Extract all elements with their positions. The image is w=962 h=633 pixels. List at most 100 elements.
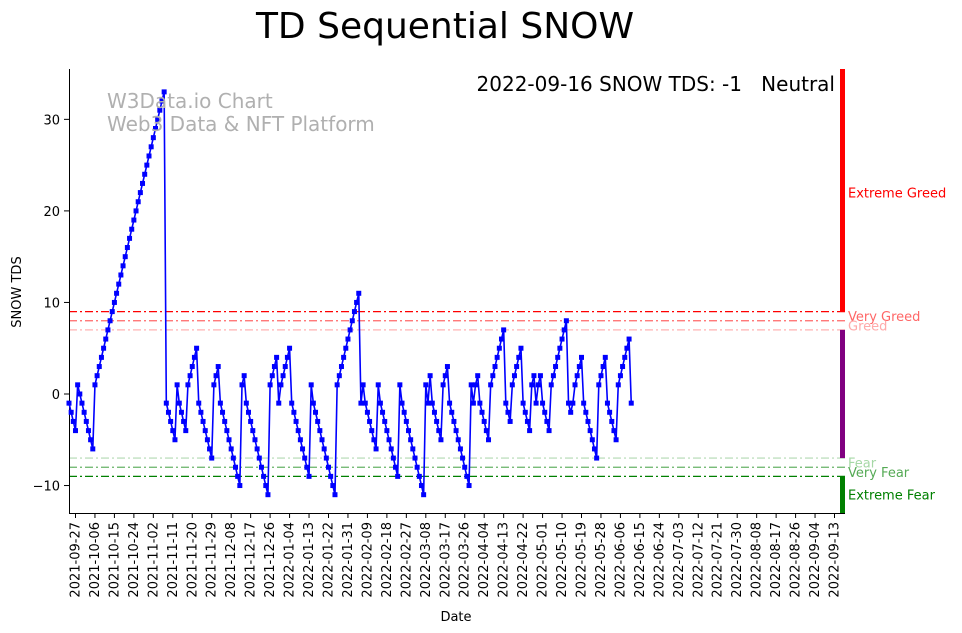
data-point: [280, 373, 286, 379]
data-point: [252, 437, 258, 443]
series-line: [68, 91, 633, 496]
data-point: [215, 364, 221, 370]
data-point: [101, 345, 107, 351]
zone-label-fear: Fear: [848, 457, 877, 472]
data-point: [317, 428, 323, 434]
x-tick-label: 2022-07-30: [730, 522, 745, 598]
chart-title: TD Sequential SNOW: [255, 6, 634, 47]
data-point: [490, 373, 496, 379]
data-point: [198, 409, 204, 415]
x-tick-label: 2022-02-27: [399, 522, 414, 598]
y-ticks: −10 0 10 20 30: [33, 113, 69, 495]
data-point: [237, 483, 243, 489]
data-point: [131, 217, 137, 223]
x-tick-label: 2022-09-04: [808, 522, 823, 598]
data-point: [518, 345, 524, 351]
data-point: [436, 428, 442, 434]
watermark-line-2: Web3 Data & NFT Platform: [107, 112, 375, 136]
x-tick-label: 2022-03-08: [419, 522, 434, 598]
x-tick-label: 2022-07-21: [711, 522, 726, 598]
data-point: [557, 345, 563, 351]
data-point: [220, 409, 226, 415]
watermark-line-1: W3Data.io Chart: [107, 89, 273, 113]
data-point: [520, 400, 526, 406]
data-point: [254, 446, 260, 452]
data-point: [498, 336, 504, 342]
data-point: [403, 418, 409, 424]
data-point: [239, 382, 245, 388]
x-tick-label: 2022-05-28: [594, 522, 609, 598]
data-point: [516, 354, 522, 360]
x-tick-label: 2021-12-17: [244, 522, 259, 598]
x-tick-label: 2022-02-18: [380, 522, 395, 598]
data-point: [323, 455, 329, 461]
data-point: [466, 483, 472, 489]
data-point: [114, 290, 120, 296]
data-point: [116, 281, 122, 287]
data-point: [624, 345, 630, 351]
data-point: [410, 446, 416, 452]
data-point: [258, 464, 264, 470]
data-point: [429, 400, 435, 406]
data-point: [537, 373, 543, 379]
data-point: [261, 473, 267, 479]
data-point: [373, 446, 379, 452]
data-point: [77, 391, 83, 397]
data-point: [503, 400, 509, 406]
x-tick-label: 2022-05-19: [575, 522, 590, 598]
data-point: [351, 309, 357, 315]
data-point: [617, 373, 623, 379]
data-point: [85, 428, 91, 434]
data-point: [561, 327, 567, 333]
data-point: [222, 418, 228, 424]
data-point: [217, 400, 223, 406]
x-tick-label: 2021-10-24: [127, 522, 142, 598]
data-point: [310, 400, 316, 406]
data-point: [228, 446, 234, 452]
axes: [69, 69, 845, 514]
data-point: [146, 153, 152, 159]
data-point: [414, 464, 420, 470]
data-point: [583, 409, 589, 415]
data-point: [341, 354, 347, 360]
data-point: [282, 364, 288, 370]
data-point: [332, 492, 338, 498]
data-point: [362, 400, 368, 406]
data-point: [589, 437, 595, 443]
data-point: [328, 473, 334, 479]
data-point: [194, 345, 200, 351]
data-point: [250, 428, 256, 434]
data-point: [271, 364, 277, 370]
data-point: [300, 446, 306, 452]
data-point: [189, 364, 195, 370]
data-point: [574, 373, 580, 379]
data-point: [313, 409, 319, 415]
data-point: [356, 290, 362, 296]
data-point: [137, 190, 143, 196]
data-point: [377, 400, 383, 406]
data-point: [576, 364, 582, 370]
data-point: [507, 418, 513, 424]
data-point: [276, 400, 282, 406]
x-tick-label: 2021-10-06: [88, 522, 103, 598]
data-point: [336, 373, 342, 379]
data-point: [604, 400, 610, 406]
data-point: [129, 226, 135, 232]
data-point: [505, 409, 511, 415]
data-point: [369, 428, 375, 434]
status-label: Neutral: [761, 72, 835, 96]
data-point: [233, 464, 239, 470]
data-point: [248, 418, 254, 424]
data-point: [364, 409, 370, 415]
data-point: [522, 409, 528, 415]
data-point: [615, 382, 621, 388]
data-point: [142, 171, 148, 177]
data-point: [451, 418, 457, 424]
data-point: [620, 364, 626, 370]
data-point: [124, 245, 130, 251]
data-point: [269, 373, 275, 379]
data-point: [243, 400, 249, 406]
side-bar-neutral: [840, 329, 845, 459]
data-point: [468, 382, 474, 388]
